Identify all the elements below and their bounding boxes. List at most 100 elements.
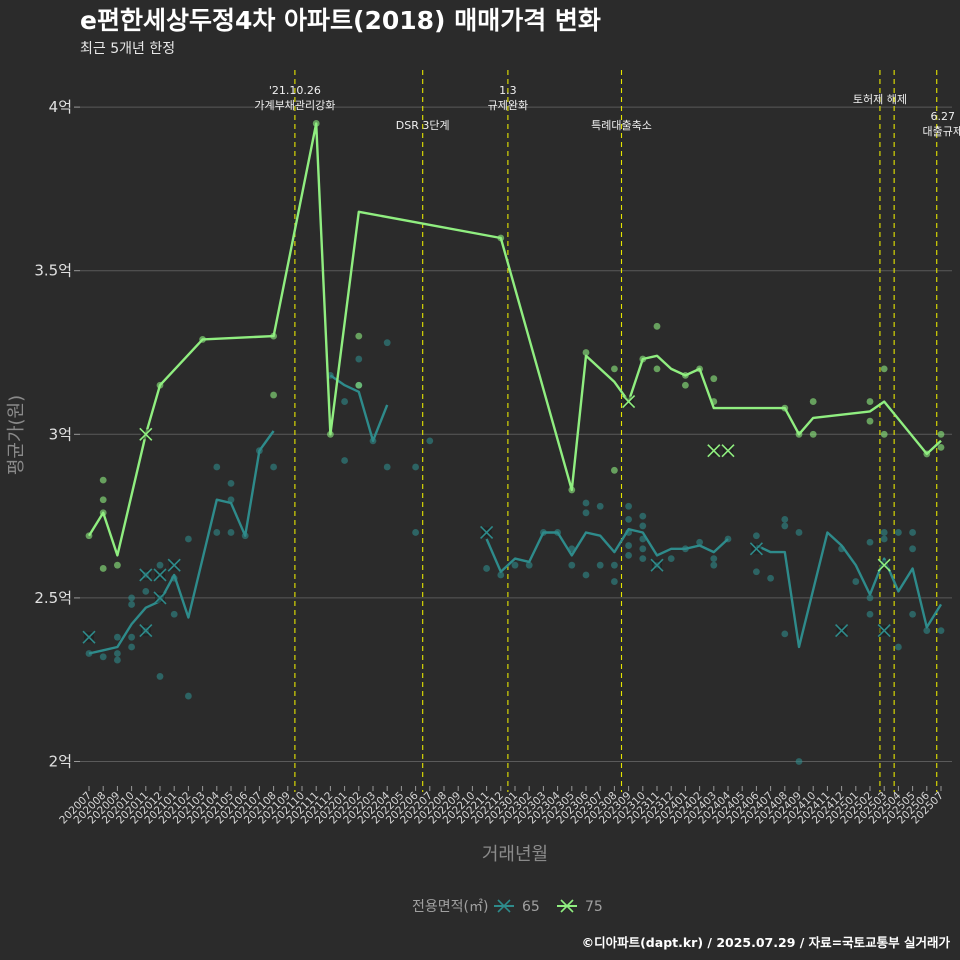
cancelled-marker bbox=[139, 427, 153, 441]
data-point bbox=[213, 463, 221, 471]
y-tick-label: 2.5억 bbox=[34, 589, 72, 607]
cancelled-marker bbox=[167, 558, 181, 572]
series-75 bbox=[85, 120, 945, 572]
data-point bbox=[682, 381, 689, 389]
legend-key-x bbox=[497, 899, 511, 913]
data-point bbox=[753, 532, 760, 540]
cancelled-marker bbox=[622, 395, 636, 409]
cancelled-marker bbox=[721, 444, 735, 458]
cancelled-marker-stroke bbox=[707, 444, 721, 458]
cancelled-marker bbox=[749, 542, 763, 556]
event-label: 6.27 bbox=[930, 110, 955, 123]
data-point bbox=[880, 529, 888, 536]
data-point bbox=[170, 610, 178, 618]
y-gridlines bbox=[74, 106, 952, 762]
y-tick-label: 3.5억 bbox=[34, 262, 72, 280]
cancelled-marker bbox=[650, 558, 664, 572]
cancelled-marker bbox=[877, 558, 891, 572]
data-point bbox=[128, 633, 136, 641]
data-point bbox=[99, 653, 107, 661]
data-point bbox=[667, 555, 675, 563]
x-tick-labels: 2020072020082020092020102020112020122021… bbox=[57, 786, 946, 826]
cancelled-marker bbox=[480, 525, 494, 540]
data-point bbox=[270, 391, 277, 399]
data-point bbox=[880, 430, 888, 438]
data-point bbox=[710, 375, 718, 383]
x-axis-title: 거래년월 bbox=[482, 844, 548, 865]
cancelled-marker-stroke bbox=[721, 444, 735, 458]
data-point bbox=[781, 630, 789, 638]
cancelled-marker-stroke bbox=[153, 568, 167, 582]
data-point bbox=[227, 479, 235, 487]
chart-subtitle: 최근 5개년 한정 bbox=[80, 41, 175, 57]
data-point bbox=[99, 565, 107, 572]
event-label: DSR 3단계 bbox=[396, 119, 450, 132]
data-point bbox=[568, 561, 576, 569]
data-point bbox=[639, 555, 647, 563]
event-label: 1.3 bbox=[499, 84, 517, 97]
data-point bbox=[582, 499, 590, 507]
data-point bbox=[497, 571, 505, 579]
legend-title: 전용면적(㎡) bbox=[412, 899, 488, 915]
data-point bbox=[525, 561, 533, 569]
data-point bbox=[185, 692, 192, 700]
data-point bbox=[596, 561, 604, 569]
cancelled-marker-stroke bbox=[82, 630, 96, 644]
data-point bbox=[795, 758, 803, 765]
data-point bbox=[866, 538, 874, 546]
data-point bbox=[227, 529, 235, 536]
cancelled-marker-stroke bbox=[167, 558, 181, 572]
cancelled-marker-stroke bbox=[877, 558, 891, 572]
event-label: 특례대출축소 bbox=[591, 119, 652, 132]
cancelled-marker-stroke bbox=[139, 427, 153, 441]
data-point bbox=[85, 650, 93, 657]
cancelled-marker-stroke bbox=[877, 624, 891, 638]
data-point bbox=[866, 398, 874, 405]
series-line bbox=[329, 374, 389, 442]
chart-title: e편한세상두정4차 아파트(2018) 매매가격 변화 bbox=[80, 6, 601, 35]
data-point bbox=[710, 561, 718, 569]
cancelled-marker bbox=[707, 444, 721, 458]
data-point bbox=[412, 463, 419, 471]
data-point bbox=[809, 430, 817, 438]
data-point bbox=[809, 398, 817, 405]
y-tick-label: 3억 bbox=[49, 425, 72, 443]
series-line bbox=[88, 430, 275, 655]
data-point bbox=[412, 529, 419, 536]
cancelled-marker bbox=[153, 591, 167, 605]
legend-label: 75 bbox=[585, 899, 603, 915]
data-point bbox=[866, 610, 874, 618]
y-tick-labels: 2억 2.5억 3억 3.5억 4억 bbox=[34, 98, 72, 770]
data-point bbox=[937, 627, 945, 635]
cancelled-marker bbox=[877, 624, 891, 638]
data-point bbox=[923, 627, 931, 635]
data-point bbox=[767, 574, 774, 582]
series-line bbox=[755, 531, 943, 649]
data-point bbox=[426, 437, 434, 445]
data-point bbox=[156, 673, 164, 680]
data-point bbox=[653, 365, 661, 373]
data-point bbox=[625, 502, 632, 510]
cancelled-marker bbox=[139, 568, 153, 582]
cancelled-marker-stroke bbox=[749, 542, 763, 556]
data-point bbox=[909, 610, 916, 618]
cancelled-marker-stroke bbox=[622, 395, 636, 409]
legend-label: 65 bbox=[522, 899, 540, 915]
data-point bbox=[341, 457, 348, 464]
data-point bbox=[880, 535, 888, 543]
data-point bbox=[596, 502, 604, 510]
cancelled-marker bbox=[82, 630, 96, 644]
event-label: 가계부채관리강화 bbox=[254, 99, 335, 112]
data-point bbox=[128, 594, 136, 602]
cancelled-marker bbox=[153, 568, 167, 582]
data-point bbox=[880, 365, 888, 373]
cancelled-marker-stroke bbox=[835, 624, 849, 638]
y-tick-label: 4억 bbox=[49, 98, 72, 116]
series-line bbox=[87, 122, 942, 557]
data-point bbox=[611, 365, 618, 373]
data-point bbox=[611, 466, 618, 474]
data-point bbox=[582, 509, 590, 517]
data-point bbox=[625, 551, 632, 559]
data-point bbox=[611, 578, 618, 585]
